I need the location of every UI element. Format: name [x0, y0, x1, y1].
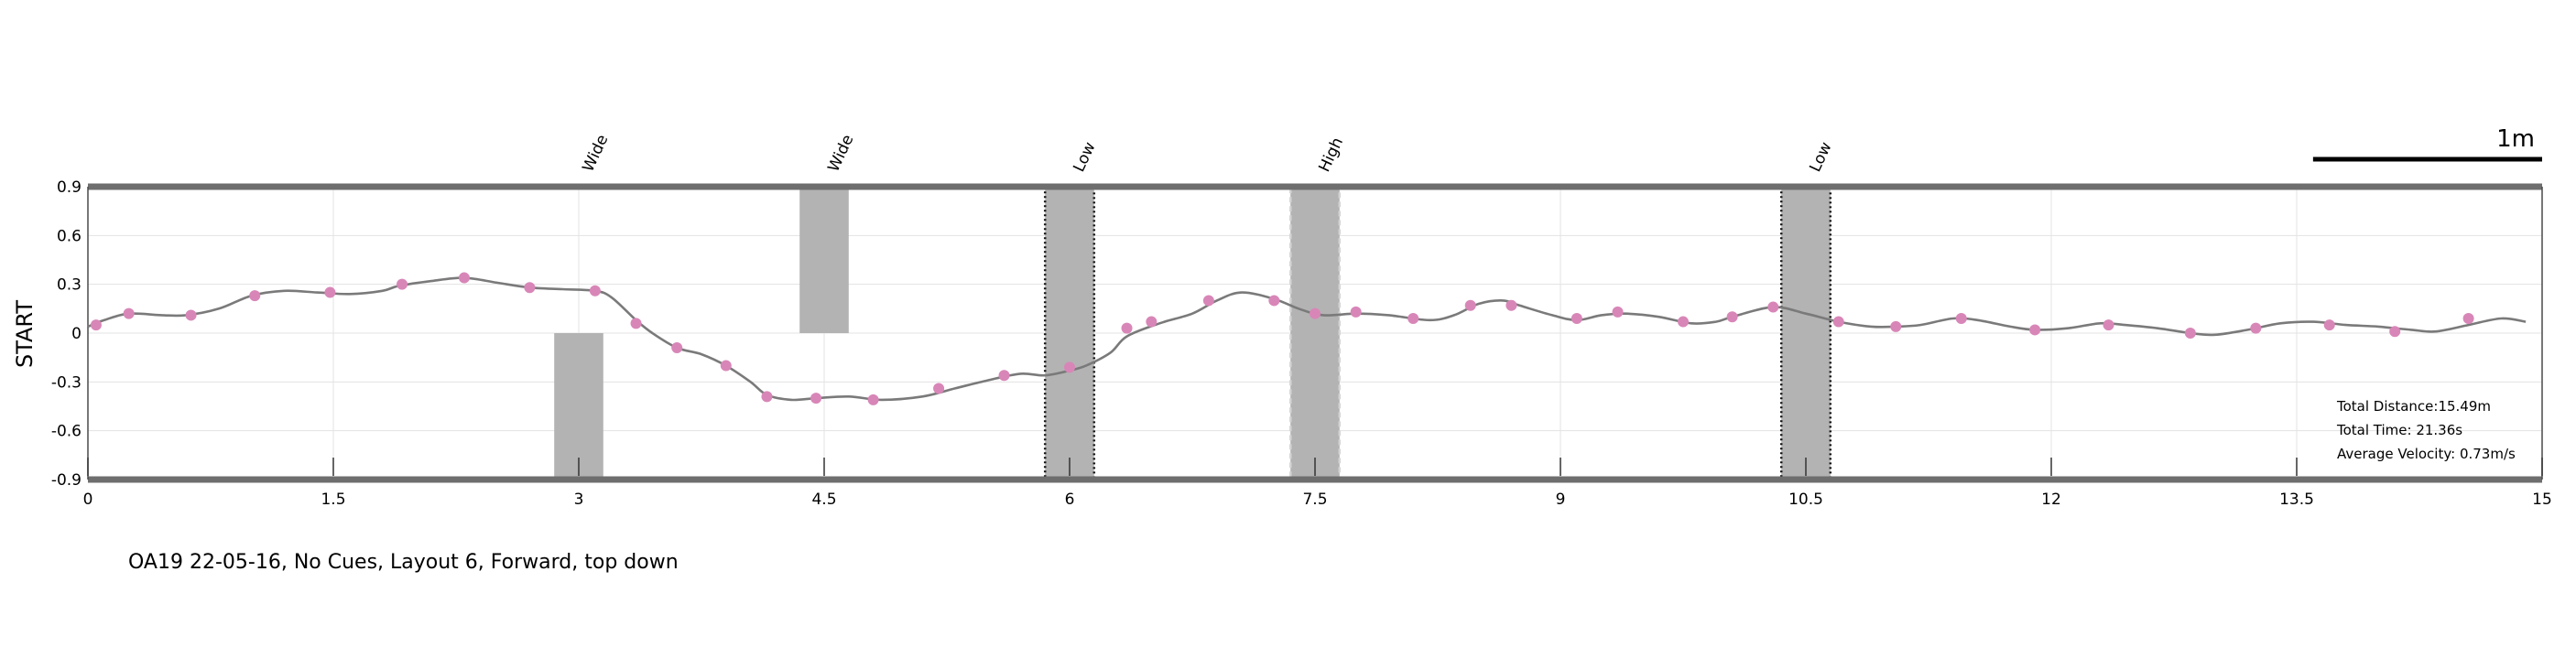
obstacle-label-1: Wide [824, 132, 857, 175]
obstacle-4 [1779, 185, 1832, 481]
trajectory-marker-19 [1146, 316, 1158, 328]
y-axis-label: START [12, 300, 38, 368]
trajectory-marker-27 [1571, 313, 1582, 324]
x-tick-label-6: 9 [1556, 491, 1566, 509]
trajectory-marker-35 [2029, 324, 2041, 336]
obstacle-2 [1043, 185, 1096, 481]
trajectory-marker-39 [2323, 319, 2335, 331]
trajectory-marker-41 [2462, 313, 2474, 324]
trajectory-marker-30 [1726, 311, 1738, 323]
trajectory-marker-23 [1350, 306, 1362, 318]
stat-total-distance: Total Distance:15.49m [2336, 398, 2491, 415]
trajectory-marker-32 [1832, 316, 1844, 328]
y-tick-label-4: -0.3 [51, 373, 82, 392]
y-tick-label-0: 0.9 [57, 178, 82, 197]
trajectory-marker-26 [1505, 299, 1517, 311]
trajectory-marker-38 [2250, 322, 2262, 334]
trajectory-marker-21 [1268, 295, 1280, 307]
x-tick-label-3: 4.5 [811, 491, 836, 509]
trajectory-marker-34 [1955, 313, 1967, 324]
trajectory-marker-16 [998, 370, 1010, 382]
x-tick-label-0: 0 [83, 491, 93, 509]
y-tick-label-2: 0.3 [57, 276, 82, 295]
trajectory-marker-10 [671, 342, 683, 353]
x-tick-label-1: 1.5 [321, 491, 345, 509]
obstacle-layer [554, 185, 1832, 481]
stat-total-time: Total Time: 21.36s [2336, 422, 2462, 438]
y-tick-label-1: 0.6 [57, 227, 82, 245]
x-tick-label-9: 13.5 [2279, 491, 2314, 509]
x-tick-label-2: 3 [574, 491, 584, 509]
obstacle-label-0: Wide [579, 132, 612, 175]
marker-layer [90, 272, 2474, 405]
obstacle-label-layer: Wide Wide Low High Low [579, 132, 1835, 175]
trajectory-marker-24 [1408, 313, 1419, 324]
obstacle-label-2: Low [1070, 139, 1099, 175]
x-tick-label-4: 6 [1065, 491, 1075, 509]
tick-label-layer: 0 1.5 3 4.5 6 7.5 9 10.5 12 13.5 15 0.9 0.6 0.3 0 -0.3 -… [51, 178, 2552, 509]
stats-block: Total Distance:15.49m Total Time: 21.36s… [2336, 398, 2516, 462]
trajectory-marker-36 [2103, 319, 2114, 331]
trajectory-marker-6 [458, 272, 470, 284]
trajectory-marker-15 [933, 383, 945, 394]
trajectory-marker-1 [123, 307, 135, 319]
x-tick-label-10: 15 [2532, 491, 2552, 509]
x-tick-label-7: 10.5 [1788, 491, 1823, 509]
x-tick-label-5: 7.5 [1302, 491, 1327, 509]
obstacle-0 [554, 333, 603, 480]
obstacle-label-4: Low [1806, 139, 1835, 175]
obstacle-label-3: High [1315, 135, 1347, 175]
y-tick-label-6: -0.9 [51, 471, 82, 490]
x-tick-label-8: 12 [2041, 491, 2061, 509]
trajectory-marker-7 [524, 282, 536, 294]
trajectory-marker-9 [630, 318, 642, 329]
trajectory-marker-17 [1064, 361, 1075, 373]
trajectory-marker-40 [2389, 326, 2401, 338]
trajectory-marker-4 [324, 286, 336, 298]
trajectory-marker-3 [249, 290, 261, 302]
trajectory-marker-8 [589, 285, 601, 297]
y-tick-label-5: -0.6 [51, 423, 82, 441]
trajectory-marker-18 [1121, 322, 1133, 334]
trajectory-marker-33 [1890, 320, 1902, 332]
obstacle-1 [799, 187, 849, 333]
scale-bar: 1m [2312, 125, 2542, 162]
trajectory-marker-37 [2184, 328, 2196, 339]
trajectory-marker-31 [1767, 301, 1779, 313]
trajectory-marker-13 [810, 393, 822, 404]
trajectory-marker-20 [1202, 295, 1214, 307]
stat-average-velocity: Average Velocity: 0.73m/s [2337, 446, 2516, 462]
trajectory-marker-29 [1678, 316, 1689, 328]
trajectory-marker-14 [867, 394, 879, 405]
trajectory-marker-0 [90, 319, 102, 331]
trajectory-marker-11 [720, 360, 732, 372]
trajectory-marker-5 [397, 278, 408, 290]
obstacle-3 [1288, 185, 1342, 481]
scale-bar-label: 1m [2496, 125, 2535, 153]
trajectory-marker-12 [761, 391, 773, 403]
trajectory-marker-2 [185, 309, 197, 321]
trajectory-marker-22 [1310, 307, 1321, 319]
chart-caption: OA19 22-05-16, No Cues, Layout 6, Forwar… [128, 551, 679, 574]
y-tick-label-3: 0 [71, 325, 82, 343]
axis-layer [87, 183, 2543, 483]
trajectory-marker-28 [1612, 306, 1624, 318]
trajectory-marker-25 [1464, 299, 1476, 311]
